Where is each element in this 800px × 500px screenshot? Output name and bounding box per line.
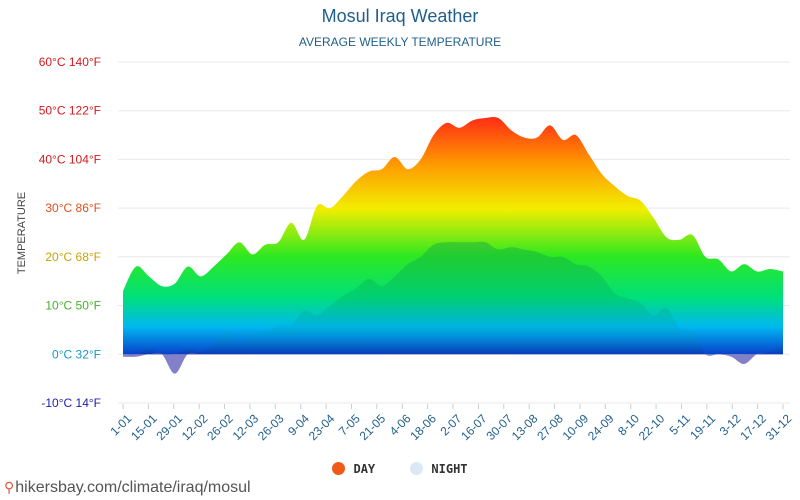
legend-night-label: NIGHT: [431, 462, 468, 476]
x-tick-label: 23-04: [306, 411, 338, 443]
y-tick-label: 30°C 86°F: [45, 201, 101, 215]
x-tick-label: 12-02: [179, 411, 211, 443]
chart-plot: 60°C 140°F 50°C 122°F 40°C 104°F 30°C 86°F 2…: [39, 55, 795, 443]
y-tick-labels: 60°C 140°F 50°C 122°F 40°C 104°F 30°C 86°F 2…: [39, 55, 101, 410]
x-tick-label: 26-03: [255, 411, 287, 443]
x-tick-labels: 1-0115-0129-0112-0226-0212-0326-039-0423…: [107, 404, 795, 443]
y-tick-label: -10°C 14°F: [41, 396, 101, 410]
x-tick-label: 24-09: [585, 411, 617, 443]
source-link[interactable]: ⚲hikersbay.com/climate/iraq/mosul: [4, 479, 251, 497]
x-tick-label: 21-05: [357, 411, 389, 443]
day-dot-icon: [332, 462, 346, 475]
night-series-below-zero: [123, 352, 783, 374]
chart-title: Mosul Iraq Weather: [321, 6, 479, 26]
x-tick-label: 15-01: [128, 411, 160, 443]
x-tick-label: 16-07: [458, 411, 490, 443]
night-dot-icon: [410, 462, 424, 475]
day-series-area: [123, 117, 783, 355]
x-tick-label: 19-11: [687, 411, 718, 442]
x-tick-label: 31-12: [763, 411, 795, 443]
x-tick-label: 22-10: [636, 411, 668, 443]
x-tick-label: 13-08: [509, 411, 541, 443]
legend-item-day[interactable]: DAY: [332, 462, 375, 476]
y-tick-label: 60°C 140°F: [39, 55, 101, 69]
y-tick-label: 10°C 50°F: [45, 299, 101, 313]
y-tick-label: 50°C 122°F: [39, 104, 101, 118]
legend: DAY NIGHT: [0, 462, 800, 476]
y-tick-label: 20°C 68°F: [45, 250, 101, 264]
x-tick-label: 17-12: [737, 411, 769, 443]
x-tick-label: 26-02: [204, 411, 236, 443]
x-tick-label: 27-08: [534, 411, 566, 443]
legend-day-label: DAY: [353, 462, 376, 476]
legend-item-night[interactable]: NIGHT: [410, 462, 468, 476]
chart-subtitle: AVERAGE WEEKLY TEMPERATURE: [298, 35, 502, 49]
night-series-area: [123, 241, 783, 356]
x-tick-label: 29-01: [154, 411, 186, 443]
y-tick-label: 40°C 104°F: [39, 152, 101, 166]
x-tick-label: 12-03: [230, 411, 262, 443]
source-text: hikersbay.com/climate/iraq/mosul: [15, 479, 251, 496]
x-tick-label: 10-09: [560, 411, 592, 443]
location-pin-icon: ⚲: [4, 479, 15, 495]
y-tick-label: 0°C 32°F: [52, 347, 101, 361]
x-tick-label: 30-07: [484, 411, 516, 443]
x-tick-label: 18-06: [407, 411, 439, 443]
